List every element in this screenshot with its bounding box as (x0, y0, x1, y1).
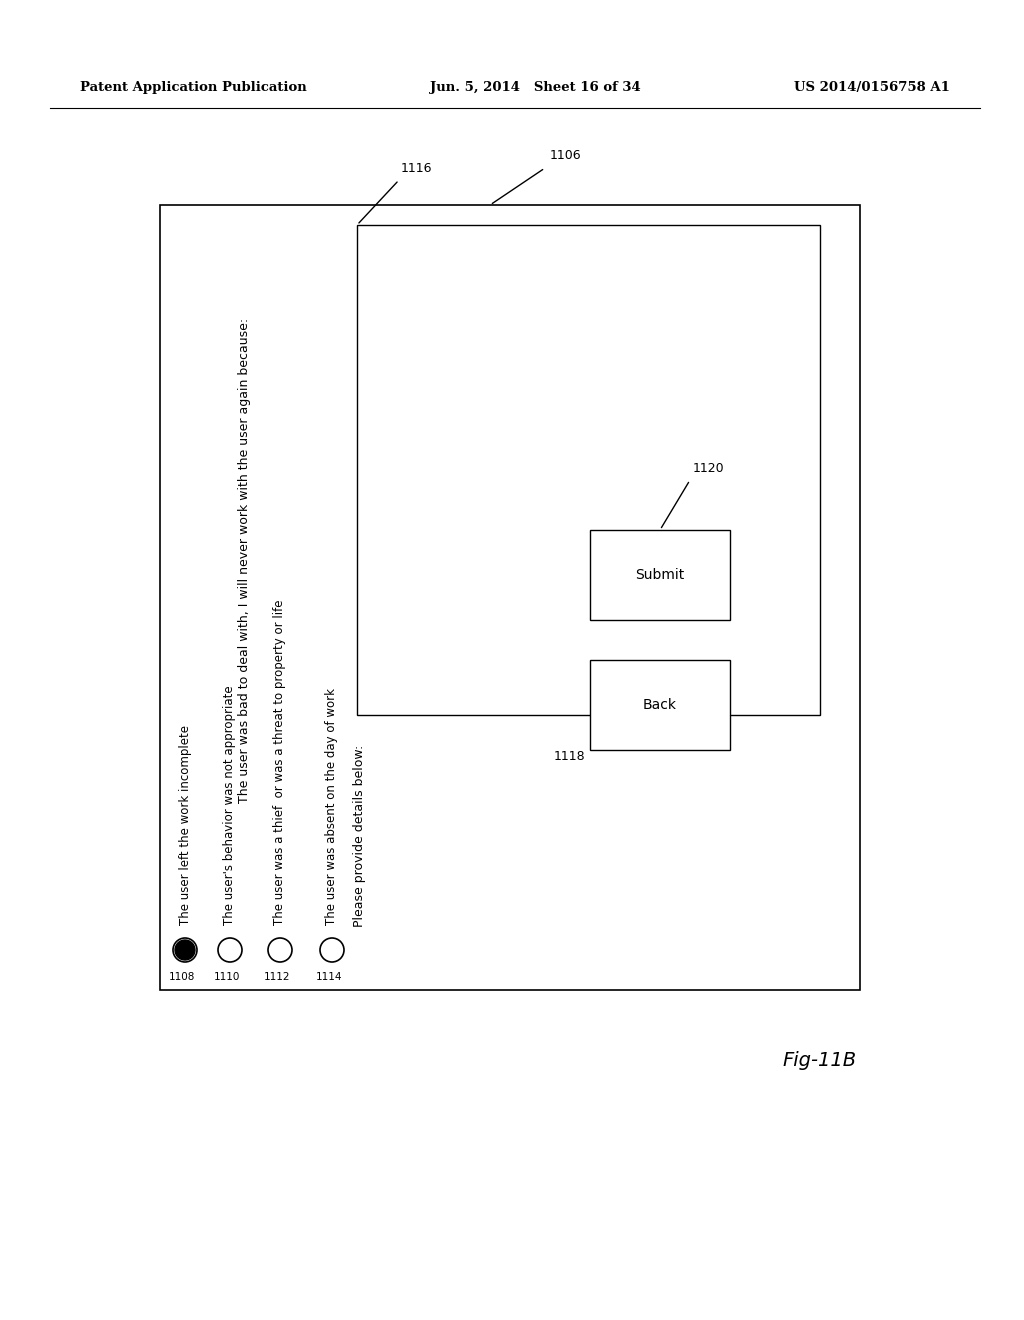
Text: Jun. 5, 2014   Sheet 16 of 34: Jun. 5, 2014 Sheet 16 of 34 (430, 82, 641, 95)
Text: 1108: 1108 (169, 972, 196, 982)
Bar (590, 531, 730, 620)
Text: US 2014/0156758 A1: US 2014/0156758 A1 (795, 82, 950, 95)
Text: 1116: 1116 (401, 162, 432, 176)
Text: The user was absent on the day of work: The user was absent on the day of work (326, 688, 339, 925)
Text: Please provide details below:: Please provide details below: (353, 744, 367, 927)
Text: 1106: 1106 (550, 149, 582, 162)
Text: 1118: 1118 (553, 750, 585, 763)
Text: Fig-11B: Fig-11B (783, 1051, 857, 1069)
Text: 1114: 1114 (315, 972, 342, 982)
Text: The user was a thief  or was a threat to property or life: The user was a thief or was a threat to … (273, 599, 287, 925)
Text: The user was bad to deal with, I will never work with the user again because:: The user was bad to deal with, I will ne… (239, 317, 252, 803)
Text: 1120: 1120 (693, 462, 725, 475)
Bar (160, 205, 860, 990)
Bar (357, 224, 820, 715)
Bar (590, 660, 730, 750)
Text: 1110: 1110 (214, 972, 241, 982)
Text: The user left the work incomplete: The user left the work incomplete (178, 725, 191, 925)
Text: 1112: 1112 (264, 972, 290, 982)
Text: The user's behavior was not appropriate: The user's behavior was not appropriate (223, 685, 237, 925)
Text: Patent Application Publication: Patent Application Publication (80, 82, 307, 95)
Circle shape (175, 940, 195, 960)
Text: Submit: Submit (635, 568, 685, 582)
Text: Back: Back (643, 698, 677, 711)
